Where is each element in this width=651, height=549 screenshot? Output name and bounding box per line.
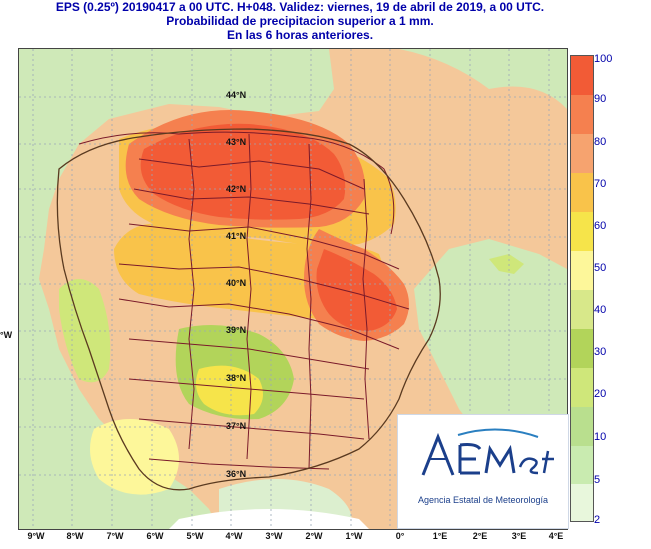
- iberia-coastline: [56, 128, 441, 491]
- legend-label-30: 30: [594, 346, 607, 358]
- legend-swatch-20: [571, 368, 593, 407]
- aemet-logo-mark: [421, 428, 554, 476]
- lat-label-39: 39°N: [226, 325, 247, 335]
- lon-label-0: 0°: [395, 531, 405, 541]
- east-max-probability: [316, 249, 397, 331]
- africa-no-data: [169, 509, 369, 529]
- lon-label-5w: 5°W: [186, 531, 204, 541]
- header-line-1: EPS (0.25º) 20190417 a 00 UTC. H+048. Va…: [55, 0, 545, 14]
- legend-label-80: 80: [594, 136, 607, 148]
- lon-label-7w: 7°W: [106, 531, 124, 541]
- western-sea-area: [19, 49, 567, 529]
- legend-label-100: 100: [594, 53, 613, 65]
- legend-swatch-40: [571, 290, 593, 329]
- legend-label-20: 20: [594, 388, 607, 400]
- legend-label-90: 90: [594, 93, 607, 105]
- lon-label-2e: 2°E: [472, 531, 488, 541]
- lon-label-6w: 6°W: [146, 531, 164, 541]
- lon-label-1w: 1°W: [345, 531, 363, 541]
- color-scale-legend: [570, 55, 594, 522]
- lat-label-42: 42°N: [226, 184, 247, 194]
- aemet-subtitle: Agencia Estatal de Meteorología: [417, 495, 549, 505]
- lon-label-3e: 3°E: [511, 531, 527, 541]
- precipitation-map[interactable]: [18, 48, 568, 530]
- graticule: [19, 49, 567, 529]
- lat-label-36: 36°N: [226, 469, 247, 479]
- balearic-islands: [489, 254, 524, 274]
- legend-label-60: 60: [594, 220, 607, 232]
- map-header: EPS (0.25º) 20190417 a 00 UTC. H+048. Va…: [0, 0, 600, 42]
- legend-swatch-30: [571, 329, 593, 368]
- lon-label-8w: 8°W: [66, 531, 84, 541]
- lat-label-38: 38°N: [226, 373, 247, 383]
- side-longitude-label: °W: [0, 330, 13, 340]
- legend-swatch-100: [571, 56, 593, 95]
- lat-label-44: 44°N: [226, 90, 247, 100]
- map-canvas: [19, 49, 567, 529]
- legend-swatch-50: [571, 251, 593, 290]
- lat-label-37: 37°N: [226, 421, 247, 431]
- aemet-logo: Agencia Estatal de Meteorología: [397, 414, 569, 529]
- legend-label-50: 50: [594, 262, 607, 274]
- header-line-2: Probabilidad de precipitacion superior a…: [166, 14, 434, 28]
- legend-label-40: 40: [594, 304, 607, 316]
- legend-swatch-2: [571, 484, 593, 521]
- header-line-3: En las 6 horas anteriores.: [226, 28, 374, 42]
- legend-swatch-70: [571, 173, 593, 212]
- legend-swatch-80: [571, 134, 593, 173]
- lon-label-4w: 4°W: [225, 531, 243, 541]
- legend-label-2: 2: [594, 514, 601, 526]
- legend-swatch-60: [571, 212, 593, 251]
- lon-label-1e: 1°E: [432, 531, 448, 541]
- legend-label-70: 70: [594, 178, 607, 190]
- lat-label-40: 40°N: [226, 278, 247, 288]
- lon-label-2w: 2°W: [305, 531, 323, 541]
- lat-label-43: 43°N: [226, 137, 247, 147]
- lon-label-3w: 3°W: [265, 531, 283, 541]
- lat-label-41: 41°N: [226, 231, 247, 241]
- province-borders: [78, 131, 410, 470]
- legend-label-10: 10: [594, 431, 607, 443]
- lon-label-4e: 4°E: [548, 531, 564, 541]
- legend-swatch-5: [571, 446, 593, 484]
- legend-swatch-90: [571, 95, 593, 134]
- south-yellow-area: [195, 365, 263, 416]
- legend-label-5: 5: [594, 474, 601, 486]
- legend-swatch-10: [571, 407, 593, 446]
- lon-label-9w: 9°W: [27, 531, 45, 541]
